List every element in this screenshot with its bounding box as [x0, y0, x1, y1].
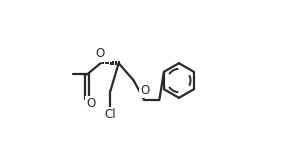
Text: O: O: [140, 84, 150, 97]
Text: O: O: [95, 47, 105, 60]
Text: Cl: Cl: [105, 108, 116, 121]
Text: O: O: [86, 97, 95, 110]
